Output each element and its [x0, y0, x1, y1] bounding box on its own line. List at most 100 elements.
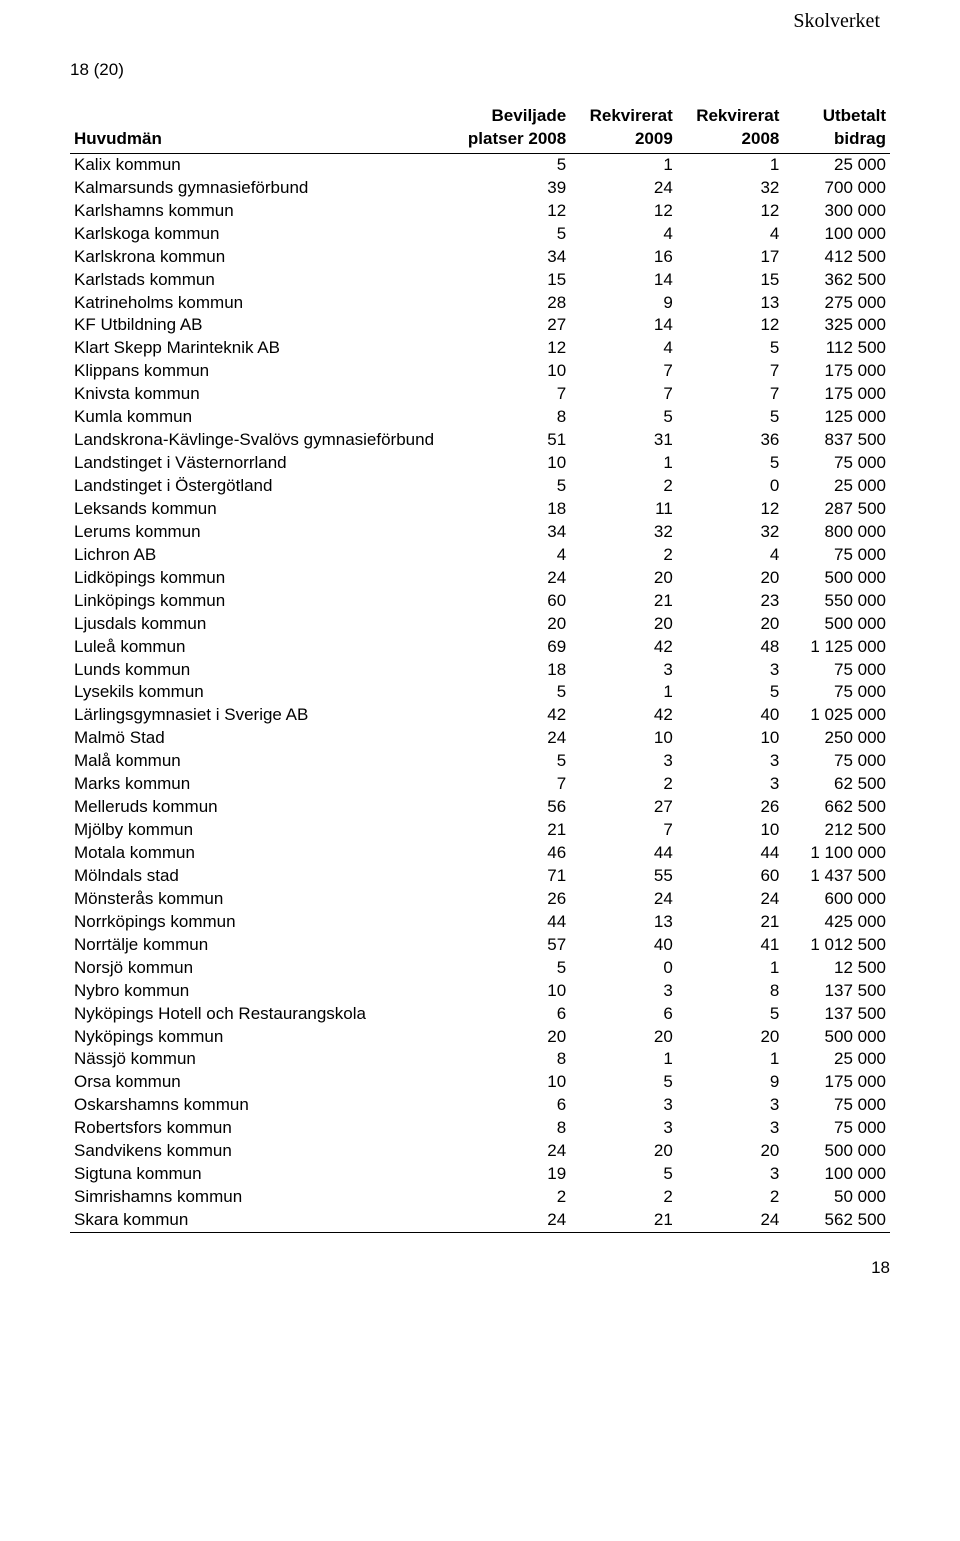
cell-value: 20	[570, 613, 677, 636]
table-row: Nässjö kommun81125 000	[70, 1048, 890, 1071]
cell-value: 24	[677, 1209, 784, 1232]
table-row: Lerums kommun343232800 000	[70, 521, 890, 544]
cell-name: Norsjö kommun	[70, 957, 447, 980]
cell-name: Karlstads kommun	[70, 269, 447, 292]
cell-name: Landstinget i Västernorrland	[70, 452, 447, 475]
cell-value: 5	[447, 475, 570, 498]
cell-value: 10	[447, 360, 570, 383]
cell-value: 1 025 000	[783, 704, 890, 727]
cell-value: 24	[570, 888, 677, 911]
cell-value: 13	[570, 911, 677, 934]
cell-value: 362 500	[783, 269, 890, 292]
table-row: Oskarshamns kommun63375 000	[70, 1094, 890, 1117]
cell-value: 3	[677, 1094, 784, 1117]
cell-name: Leksands kommun	[70, 498, 447, 521]
cell-value: 275 000	[783, 292, 890, 315]
cell-value: 75 000	[783, 1094, 890, 1117]
cell-name: Karlskrona kommun	[70, 246, 447, 269]
cell-value: 21	[570, 1209, 677, 1232]
cell-value: 24	[570, 177, 677, 200]
cell-value: 500 000	[783, 1140, 890, 1163]
col-head-line2: 2008	[742, 129, 780, 148]
cell-value: 23	[677, 590, 784, 613]
cell-value: 300 000	[783, 200, 890, 223]
table-row: Klart Skepp Marinteknik AB1245112 500	[70, 337, 890, 360]
cell-name: Motala kommun	[70, 842, 447, 865]
table-row: Landstinget i Västernorrland101575 000	[70, 452, 890, 475]
cell-value: 42	[570, 636, 677, 659]
cell-value: 800 000	[783, 521, 890, 544]
cell-name: Ljusdals kommun	[70, 613, 447, 636]
table-row: Sandvikens kommun242020500 000	[70, 1140, 890, 1163]
table-row: Motala kommun4644441 100 000	[70, 842, 890, 865]
cell-name: Nybro kommun	[70, 980, 447, 1003]
cell-name: Karlshamns kommun	[70, 200, 447, 223]
footer-page-number: 18	[70, 1258, 890, 1278]
cell-value: 9	[677, 1071, 784, 1094]
cell-name: Norrtälje kommun	[70, 934, 447, 957]
cell-value: 20	[677, 1026, 784, 1049]
col-head-line1: Beviljade	[492, 106, 567, 125]
cell-name: Klart Skepp Marinteknik AB	[70, 337, 447, 360]
cell-value: 4	[677, 223, 784, 246]
cell-value: 7	[447, 383, 570, 406]
cell-name: Nyköpings Hotell och Restaurangskola	[70, 1003, 447, 1026]
cell-name: Luleå kommun	[70, 636, 447, 659]
col-header-rekv-2008: Rekvirerat 2008	[677, 105, 784, 153]
table-row: Lunds kommun183375 000	[70, 659, 890, 682]
col-header-rekv-2009: Rekvirerat 2009	[570, 105, 677, 153]
cell-value: 1	[677, 1048, 784, 1071]
cell-value: 25 000	[783, 475, 890, 498]
col-head-line1: Utbetalt	[823, 106, 886, 125]
cell-value: 500 000	[783, 1026, 890, 1049]
cell-value: 75 000	[783, 659, 890, 682]
cell-value: 24	[447, 567, 570, 590]
cell-value: 26	[677, 796, 784, 819]
cell-value: 7	[570, 360, 677, 383]
cell-value: 6	[447, 1094, 570, 1117]
cell-value: 250 000	[783, 727, 890, 750]
cell-value: 100 000	[783, 1163, 890, 1186]
table-header-row: Huvudmän Beviljade platser 2008 Rekvirer…	[70, 105, 890, 153]
cell-value: 24	[447, 1209, 570, 1232]
cell-value: 5	[447, 681, 570, 704]
cell-name: Nyköpings kommun	[70, 1026, 447, 1049]
cell-value: 1	[570, 1048, 677, 1071]
cell-value: 26	[447, 888, 570, 911]
cell-name: Landskrona-Kävlinge-Svalövs gymnasieförb…	[70, 429, 447, 452]
cell-name: Lunds kommun	[70, 659, 447, 682]
col-header-huvudman: Huvudmän	[70, 105, 447, 153]
cell-value: 8	[447, 1048, 570, 1071]
table-row: KF Utbildning AB271412325 000	[70, 314, 890, 337]
cell-value: 57	[447, 934, 570, 957]
cell-value: 20	[570, 567, 677, 590]
col-head-line2: 2009	[635, 129, 673, 148]
cell-value: 40	[677, 704, 784, 727]
table-row: Lichron AB42475 000	[70, 544, 890, 567]
cell-value: 2	[570, 773, 677, 796]
cell-value: 7	[570, 819, 677, 842]
table-row: Kalix kommun51125 000	[70, 153, 890, 176]
table-row: Malmö Stad241010250 000	[70, 727, 890, 750]
table-row: Norrköpings kommun441321425 000	[70, 911, 890, 934]
cell-value: 5	[447, 223, 570, 246]
cell-name: Lärlingsgymnasiet i Sverige AB	[70, 704, 447, 727]
cell-value: 7	[677, 360, 784, 383]
cell-value: 15	[677, 269, 784, 292]
table-row: Luleå kommun6942481 125 000	[70, 636, 890, 659]
cell-value: 3	[677, 750, 784, 773]
cell-value: 56	[447, 796, 570, 819]
cell-name: Lysekils kommun	[70, 681, 447, 704]
cell-value: 1 012 500	[783, 934, 890, 957]
cell-value: 10	[677, 819, 784, 842]
cell-value: 10	[570, 727, 677, 750]
cell-value: 69	[447, 636, 570, 659]
cell-value: 425 000	[783, 911, 890, 934]
cell-value: 20	[570, 1026, 677, 1049]
cell-name: Kalmarsunds gymnasieförbund	[70, 177, 447, 200]
cell-value: 2	[447, 1186, 570, 1209]
cell-value: 20	[677, 1140, 784, 1163]
table-row: Simrishamns kommun22250 000	[70, 1186, 890, 1209]
cell-value: 44	[447, 911, 570, 934]
cell-value: 412 500	[783, 246, 890, 269]
